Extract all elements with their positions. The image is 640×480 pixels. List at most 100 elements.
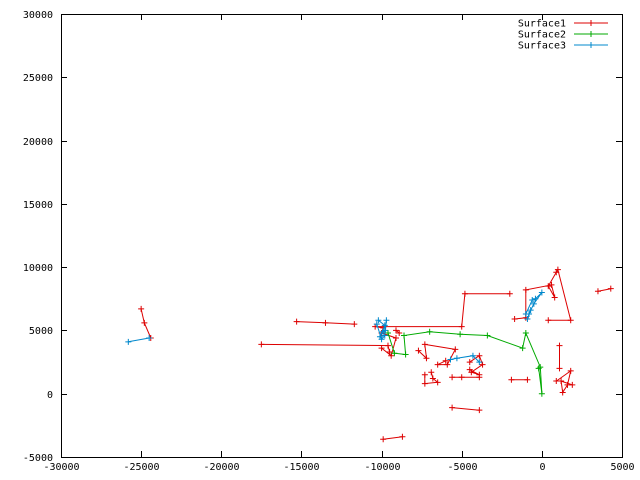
data-point [428, 369, 435, 376]
data-point [396, 329, 403, 336]
y-tick-label: -5000 [23, 453, 53, 464]
data-point [146, 335, 153, 342]
series-line [261, 343, 391, 353]
data-point [567, 367, 574, 374]
data-point [392, 335, 399, 342]
series-line [140, 308, 152, 339]
data-point [569, 381, 576, 388]
x-tick-label: -30000 [43, 462, 79, 473]
data-point [511, 316, 518, 323]
series-line [383, 436, 403, 440]
y-tick-label: 10000 [23, 263, 53, 274]
data-point [545, 283, 552, 290]
data-point [594, 288, 601, 295]
data-point [453, 355, 460, 362]
data-point [426, 328, 433, 335]
data-point [545, 317, 552, 324]
series-surface1 [138, 266, 614, 443]
series-line [375, 293, 510, 357]
data-point [479, 361, 486, 368]
y-tick-label: 30000 [23, 10, 53, 21]
data-point [476, 352, 483, 359]
data-point [556, 365, 563, 372]
plot-area [125, 266, 614, 443]
data-point [421, 341, 428, 348]
series-line [418, 343, 457, 366]
data-point [551, 294, 558, 301]
data-point [402, 351, 409, 358]
data-point [421, 371, 428, 378]
data-point [508, 376, 515, 383]
data-point [452, 346, 459, 353]
data-point [381, 327, 388, 334]
data-point [556, 342, 563, 349]
axes: -30000 -25000 -20000 -15000 -10000 -5000 0 5000… [23, 10, 635, 473]
data-point [476, 359, 483, 366]
legend-marker [588, 20, 594, 26]
y-tick-label: 5000 [29, 326, 53, 337]
data-point [527, 307, 534, 314]
x-tick-label: -25000 [123, 462, 159, 473]
data-point [530, 300, 537, 307]
x-tick-label: -10000 [364, 462, 400, 473]
x-tick-label: -5000 [447, 462, 477, 473]
series-line [450, 355, 480, 363]
series-surface2 [384, 328, 545, 397]
data-point [449, 404, 456, 411]
data-point [384, 342, 391, 349]
data-point [529, 297, 536, 304]
data-point [383, 317, 390, 324]
data-point [567, 317, 574, 324]
data-point [141, 319, 148, 326]
data-point [476, 407, 483, 414]
y-tick-label: 15000 [23, 200, 53, 211]
data-point [401, 332, 408, 339]
series-line [556, 369, 573, 394]
x-tick-label: 5000 [610, 462, 634, 473]
data-point [442, 357, 449, 364]
data-point [526, 310, 533, 317]
data-point [461, 290, 468, 297]
y-tick-label: 20000 [23, 137, 53, 148]
legend-marker [588, 31, 594, 37]
data-point [380, 436, 387, 443]
data-point [378, 336, 385, 343]
data-point [532, 295, 539, 302]
data-point [399, 433, 406, 440]
data-point [522, 329, 529, 336]
data-point [391, 350, 398, 357]
data-point [447, 356, 454, 363]
legend-label: Surface3 [518, 41, 566, 52]
series-line [128, 337, 150, 343]
data-point [519, 345, 526, 352]
data-point [469, 352, 476, 359]
data-point [384, 329, 391, 336]
legend-label: Surface2 [518, 30, 566, 41]
data-point [423, 355, 430, 362]
data-point [524, 316, 531, 323]
legend-marker [588, 42, 594, 48]
data-point [538, 390, 545, 397]
series-surface3 [125, 289, 545, 366]
data-point [554, 266, 561, 273]
data-point [258, 341, 265, 348]
data-point [381, 322, 388, 329]
data-point [429, 375, 436, 382]
data-point [468, 369, 475, 376]
data-point [138, 305, 145, 312]
data-point [476, 371, 483, 378]
data-point [535, 365, 542, 372]
data-point [458, 374, 465, 381]
data-point [434, 379, 441, 386]
data-point [538, 289, 545, 296]
y-tick-label: 25000 [23, 73, 53, 84]
data-point [449, 374, 456, 381]
series-line [452, 407, 480, 411]
data-point [484, 332, 491, 339]
data-point [381, 332, 388, 339]
data-point [548, 281, 555, 288]
data-point [457, 331, 464, 338]
data-point [388, 352, 395, 359]
